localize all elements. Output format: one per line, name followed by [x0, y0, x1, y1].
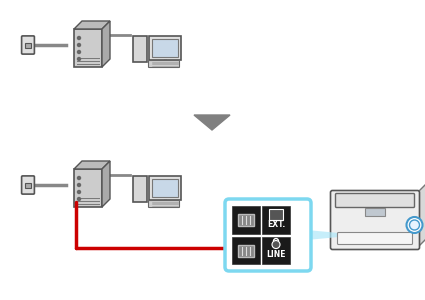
Circle shape — [77, 37, 80, 40]
Polygon shape — [417, 182, 425, 248]
Bar — [262, 206, 290, 234]
FancyBboxPatch shape — [337, 232, 413, 244]
Bar — [152, 39, 178, 57]
Bar — [152, 179, 178, 197]
Circle shape — [406, 217, 422, 233]
Circle shape — [77, 44, 80, 46]
FancyBboxPatch shape — [22, 36, 34, 54]
FancyBboxPatch shape — [225, 199, 311, 271]
Text: EXT.: EXT. — [267, 220, 285, 229]
Bar — [238, 244, 254, 256]
Circle shape — [77, 58, 80, 61]
Bar — [365, 208, 385, 216]
FancyBboxPatch shape — [148, 61, 179, 68]
Bar — [232, 237, 260, 264]
Polygon shape — [102, 161, 110, 207]
FancyBboxPatch shape — [74, 29, 102, 67]
FancyBboxPatch shape — [335, 194, 414, 208]
Bar — [232, 206, 260, 234]
Polygon shape — [307, 230, 360, 240]
FancyBboxPatch shape — [22, 176, 34, 194]
Circle shape — [77, 190, 80, 194]
Polygon shape — [74, 161, 110, 169]
FancyBboxPatch shape — [149, 176, 181, 200]
FancyBboxPatch shape — [148, 200, 179, 208]
Bar — [238, 214, 254, 226]
FancyBboxPatch shape — [133, 176, 147, 202]
Polygon shape — [194, 115, 230, 130]
FancyBboxPatch shape — [133, 36, 147, 62]
Circle shape — [77, 184, 80, 187]
Bar — [25, 183, 31, 188]
Circle shape — [410, 220, 419, 230]
Circle shape — [77, 176, 80, 179]
FancyBboxPatch shape — [149, 36, 181, 60]
Bar — [25, 43, 31, 48]
Circle shape — [77, 50, 80, 53]
Polygon shape — [102, 21, 110, 67]
FancyBboxPatch shape — [331, 190, 419, 250]
Text: LINE: LINE — [266, 250, 286, 259]
Bar — [269, 209, 283, 220]
Circle shape — [77, 197, 80, 200]
Bar — [262, 237, 290, 264]
Circle shape — [272, 241, 280, 249]
Polygon shape — [74, 21, 110, 29]
FancyBboxPatch shape — [74, 169, 102, 207]
